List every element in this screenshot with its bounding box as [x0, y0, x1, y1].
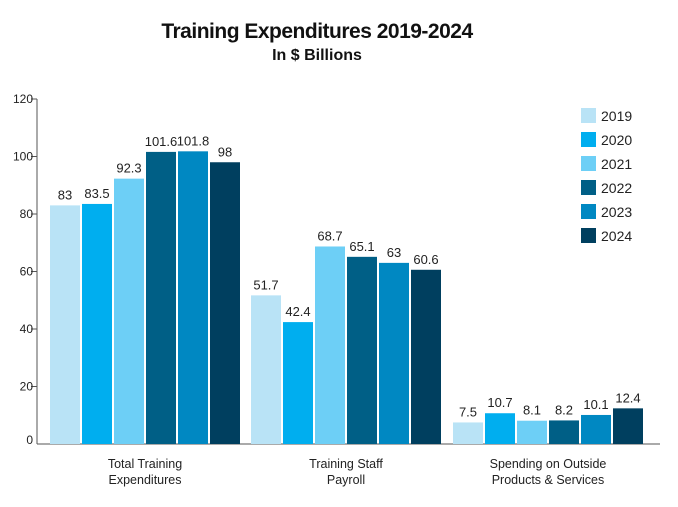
bar-2024	[613, 408, 643, 444]
y-tick-label: 100	[13, 150, 33, 164]
legend-swatch-2023	[581, 204, 596, 219]
bar-2024	[411, 269, 441, 444]
data-label: 42.4	[285, 304, 310, 319]
legend-swatch-2021	[581, 156, 596, 171]
bar-2023	[379, 262, 409, 444]
legend-swatch-2024	[581, 228, 596, 243]
bar-2019	[251, 295, 281, 444]
legend-label: 2022	[601, 180, 632, 196]
data-label: 65.1	[349, 239, 374, 254]
bar-2022	[347, 256, 377, 444]
y-tick-label: 0	[26, 433, 33, 447]
bar-2021	[114, 178, 144, 444]
bar-2020	[485, 413, 515, 444]
data-label: 83.5	[84, 186, 109, 201]
y-tick-label: 20	[20, 380, 34, 394]
bar-2019	[50, 205, 80, 444]
y-tick-label: 120	[13, 92, 33, 106]
legend-label: 2023	[601, 204, 632, 220]
bar-2020	[82, 203, 112, 444]
bar-2021	[517, 420, 547, 444]
legend-swatch-2019	[581, 108, 596, 123]
data-label: 83	[58, 187, 72, 202]
category-label: Total Training	[108, 457, 182, 471]
bar-2019	[453, 422, 483, 444]
data-label: 101.8	[177, 133, 210, 148]
data-label: 8.1	[523, 403, 541, 418]
data-label: 101.6	[145, 134, 178, 149]
bar-2022	[549, 420, 579, 444]
y-tick-label: 60	[20, 265, 34, 279]
data-label: 10.1	[583, 397, 608, 412]
data-label: 10.7	[487, 395, 512, 410]
category-label: Spending on Outside	[490, 457, 607, 471]
bar-2024	[210, 162, 240, 444]
legend-swatch-2022	[581, 180, 596, 195]
data-label: 12.4	[615, 390, 640, 405]
bar-2021	[315, 246, 345, 444]
y-tick-label: 80	[20, 207, 34, 221]
category-label: Products & Services	[492, 473, 605, 487]
data-label: 98	[218, 144, 232, 159]
data-label: 92.3	[116, 161, 141, 176]
y-tick-label: 40	[20, 322, 34, 336]
bar-2022	[146, 151, 176, 444]
legend-label: 2021	[601, 156, 632, 172]
bar-2023	[178, 151, 208, 444]
category-label: Training Staff	[309, 457, 383, 471]
data-label: 60.6	[413, 252, 438, 267]
bar-2020	[283, 322, 313, 444]
data-label: 8.2	[555, 402, 573, 417]
data-label: 51.7	[253, 277, 278, 292]
category-label: Payroll	[327, 473, 365, 487]
data-label: 7.5	[459, 404, 477, 419]
legend-swatch-2020	[581, 132, 596, 147]
legend-label: 2020	[601, 132, 632, 148]
category-label: Expenditures	[109, 473, 182, 487]
legend-label: 2019	[601, 108, 632, 124]
chart-title: Training Expenditures 2019-2024	[161, 20, 473, 43]
chart-subtitle: In $ Billions	[272, 47, 362, 64]
data-label: 68.7	[317, 228, 342, 243]
legend-label: 2024	[601, 228, 632, 244]
bar-2023	[581, 414, 611, 444]
data-label: 63	[387, 245, 401, 260]
